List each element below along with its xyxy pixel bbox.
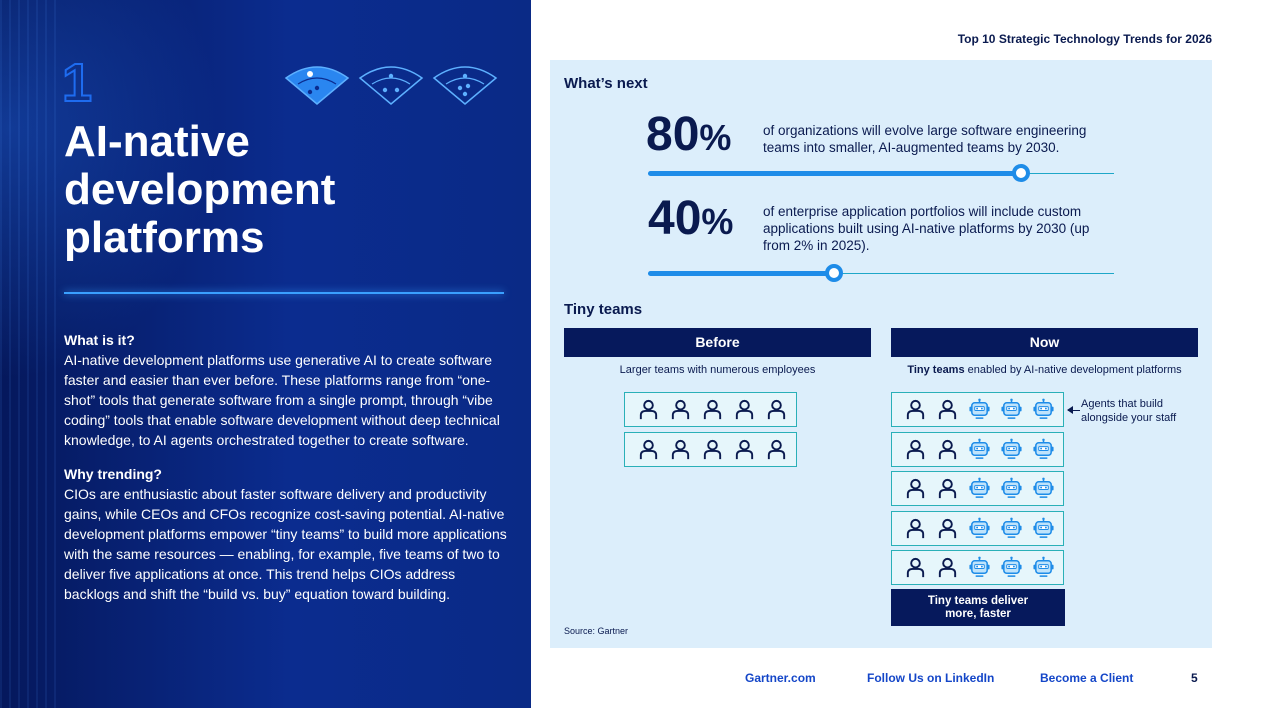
fan-icon: [432, 66, 498, 105]
deliver-box: Tiny teams deliver more, faster: [891, 589, 1065, 626]
robot-agent-icon: [1001, 477, 1022, 498]
deliver-line: Tiny teams deliver: [927, 595, 1029, 607]
person-icon: [938, 518, 957, 538]
stat-unit: %: [701, 201, 734, 242]
progress-track: [648, 273, 1114, 274]
person-icon: [938, 478, 957, 499]
person-icon: [906, 478, 925, 499]
deliver-line: more, faster: [945, 608, 1011, 620]
whats-next-heading: What’s next: [564, 75, 648, 92]
page-title: AI-native development platforms: [64, 118, 484, 262]
stat-value: 40: [648, 192, 702, 245]
what-body: AI-native development platforms use gene…: [64, 352, 500, 448]
robot-agent-icon: [1033, 438, 1054, 459]
callout-arrow: [1067, 406, 1080, 414]
person-icon: [906, 439, 925, 459]
stat-description: of enterprise application portfolios wil…: [763, 204, 1090, 253]
fan-icon: [284, 66, 350, 105]
person-icon: [735, 439, 754, 460]
robot-agent-icon: [1033, 556, 1054, 577]
team-row: [891, 510, 1064, 546]
person-icon: [938, 399, 957, 420]
title-line: AI-native: [64, 117, 250, 166]
description: What is it? AI-native development platfo…: [64, 330, 514, 618]
background-stripes: [0, 0, 60, 708]
team-row: [624, 392, 797, 427]
stat-value: 80: [646, 108, 700, 161]
now-subtitle: Tiny teams enabled by AI-native developm…: [891, 364, 1198, 376]
robot-agent-icon: [1033, 477, 1054, 498]
footer-link-gartner[interactable]: Gartner.com: [745, 671, 816, 685]
person-icon: [639, 439, 658, 460]
page-number: 5: [1191, 671, 1198, 685]
left-panel: 1 AI-native development platforms: [0, 0, 531, 708]
trend-number: 1: [61, 53, 93, 113]
person-icon: [906, 518, 925, 538]
person-icon: [671, 399, 690, 420]
title-divider: [64, 292, 504, 294]
what-heading: What is it?: [64, 332, 135, 348]
why-heading: Why trending?: [64, 466, 162, 482]
trend-indicator: [284, 62, 498, 106]
progress-fill: [648, 171, 1021, 176]
person-icon: [906, 557, 925, 578]
person-icon: [767, 399, 786, 420]
team-row: [891, 471, 1064, 506]
robot-agent-icon: [969, 556, 990, 577]
person-icon: [703, 439, 722, 460]
team-row: [891, 431, 1064, 467]
robot-agent-icon: [1033, 517, 1054, 538]
why-body: CIOs are enthusiastic about faster softw…: [64, 486, 507, 602]
robot-agent-icon: [969, 477, 990, 498]
robot-agent-icon: [1001, 398, 1022, 419]
team-row: [891, 392, 1064, 427]
fan-icon: [358, 66, 424, 105]
stat-unit: %: [699, 117, 732, 158]
source-note: Source: Gartner: [564, 626, 629, 636]
document-title: Top 10 Strategic Technology Trends for 2…: [957, 32, 1212, 46]
now-header: Now: [891, 328, 1198, 357]
progress-knob: [1012, 164, 1030, 182]
before-subtitle: Larger teams with numerous employees: [619, 364, 816, 376]
person-icon: [735, 399, 754, 420]
progress-knob: [825, 264, 843, 282]
person-icon: [938, 439, 957, 459]
footer-link-become-client[interactable]: Become a Client: [1040, 671, 1134, 685]
person-icon: [906, 399, 925, 420]
now-subtitle-rest: enabled by AI-native development platfor…: [964, 364, 1182, 376]
robot-agent-icon: [969, 517, 990, 538]
stat-number: 40%: [648, 195, 733, 243]
person-icon: [703, 399, 722, 420]
person-icon: [639, 399, 658, 420]
person-icon: [767, 439, 786, 460]
stat-number: 80%: [646, 111, 731, 159]
robot-agent-icon: [1001, 438, 1022, 459]
team-row: [624, 432, 797, 467]
person-icon: [938, 557, 957, 578]
background-glow: [0, 0, 220, 380]
title-line: platforms: [64, 213, 265, 262]
team-row: [891, 550, 1064, 585]
before-header: Before: [564, 328, 871, 357]
agents-callout: Agents that build alongside your staff: [1081, 398, 1177, 424]
robot-agent-icon: [1001, 517, 1022, 538]
robot-agent-icon: [969, 398, 990, 419]
title-line: development: [64, 165, 336, 214]
robot-agent-icon: [1033, 398, 1054, 419]
footer-link-linkedin[interactable]: Follow Us on LinkedIn: [867, 671, 995, 685]
stat-description: of organizations will evolve large softw…: [763, 123, 1087, 155]
now-subtitle-bold: Tiny teams: [907, 364, 965, 376]
robot-agent-icon: [1001, 556, 1022, 577]
tiny-teams-heading: Tiny teams: [564, 301, 643, 318]
progress-fill: [648, 271, 834, 276]
person-icon: [671, 439, 690, 460]
robot-agent-icon: [969, 438, 990, 459]
